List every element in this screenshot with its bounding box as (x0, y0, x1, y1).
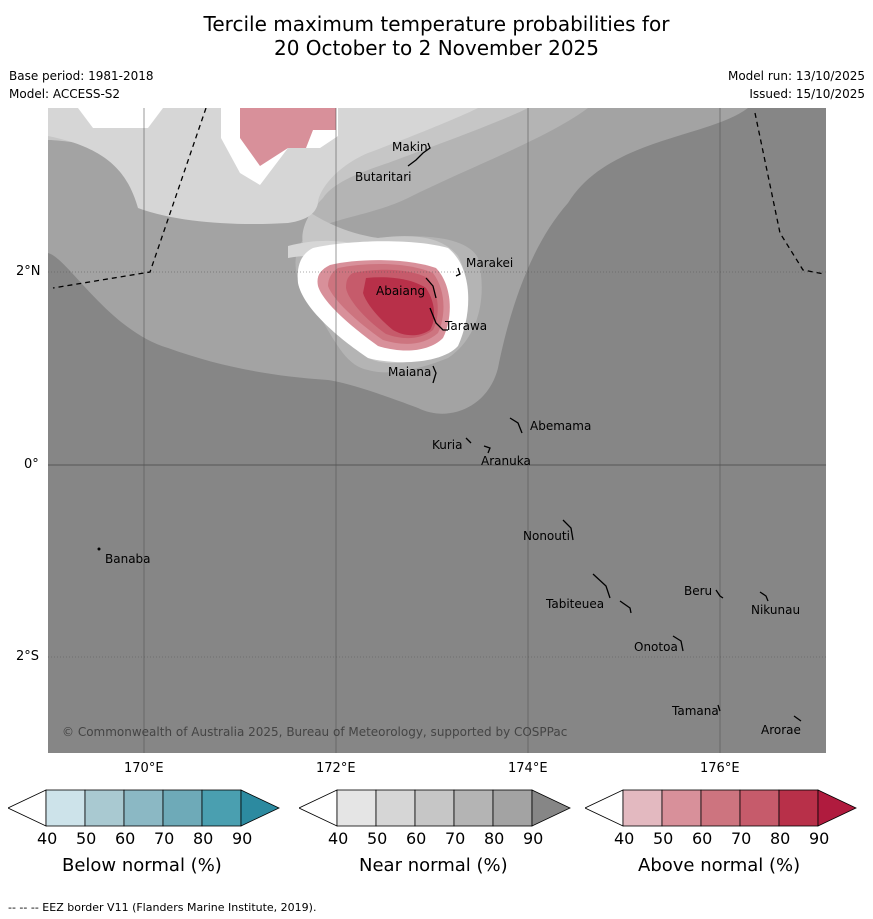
cb-near-seg-0 (298, 789, 338, 827)
cb-below-tick-90: 90 (232, 829, 253, 848)
cb-below-tick-50: 50 (76, 829, 97, 848)
label-banaba: Banaba (105, 552, 151, 566)
eez-border-west (52, 108, 207, 289)
issued-date: Issued: 15/10/2025 (749, 87, 865, 101)
cb-above-tick-50: 50 (653, 829, 674, 848)
cb-near-label: Near normal (%) (359, 855, 508, 876)
lon-label-174e: 174°E (508, 761, 548, 776)
label-maiana: Maiana (388, 365, 431, 379)
lat-label-2n: 2°N (16, 264, 41, 279)
cb-below-seg-3 (123, 789, 164, 827)
cb-near-tick-70: 70 (445, 829, 466, 848)
cb-above-tick-90: 90 (809, 829, 830, 848)
model-run: Model run: 13/10/2025 (727, 69, 865, 83)
colorbar-below-svg (7, 789, 280, 827)
lat-label-equator: 0° (24, 457, 39, 472)
label-tarawa: Tarawa (444, 319, 487, 333)
white-region-nw (78, 108, 163, 128)
cb-below-tick-40: 40 (37, 829, 58, 848)
map-title: Tercile maximum temperature probabilitie… (0, 12, 873, 60)
cb-above-seg-5 (778, 789, 819, 827)
cb-above-seg-3 (700, 789, 741, 827)
cb-above-seg-4 (739, 789, 780, 827)
island-outlines (407, 142, 802, 722)
cb-below-seg-6 (240, 789, 280, 827)
label-aranuka: Aranuka (481, 454, 531, 468)
cb-below-seg-1 (45, 789, 86, 827)
cb-near-seg-2 (375, 789, 416, 827)
base-period: Base period: 1981-2018 (9, 69, 154, 83)
label-marakei: Marakei (466, 256, 513, 270)
cb-near-tick-60: 60 (406, 829, 427, 848)
colorbar-above-normal (584, 789, 857, 831)
lon-label-170e: 170°E (124, 761, 164, 776)
cb-below-tick-80: 80 (193, 829, 214, 848)
copyright-notice: © Commonwealth of Australia 2025, Bureau… (62, 725, 568, 739)
cb-near-tick-90: 90 (523, 829, 544, 848)
colorbar-above-svg (584, 789, 857, 827)
lon-label-172e: 172°E (316, 761, 356, 776)
cb-above-label: Above normal (%) (638, 855, 801, 876)
cb-above-tick-70: 70 (731, 829, 752, 848)
cb-below-tick-60: 60 (115, 829, 136, 848)
cb-near-seg-5 (492, 789, 533, 827)
colorbar-near-normal (298, 789, 571, 831)
above-normal-80-region (363, 277, 435, 336)
cb-above-tick-60: 60 (692, 829, 713, 848)
lon-gridlines (143, 108, 721, 753)
probability-map: Makin Butaritari Marakei Abaiang Tarawa … (48, 108, 826, 753)
cb-below-seg-0 (7, 789, 47, 827)
cb-above-tick-80: 80 (770, 829, 791, 848)
lon-label-176e: 176°E (700, 761, 740, 776)
colorbar-near-svg (298, 789, 571, 827)
label-tamana: Tamana (671, 704, 719, 718)
cb-near-seg-6 (531, 789, 571, 827)
label-tabiteuea: Tabiteuea (545, 597, 604, 611)
cb-near-tick-40: 40 (328, 829, 349, 848)
cb-above-seg-1 (622, 789, 663, 827)
label-makin: Makin (392, 140, 428, 154)
eez-footnote: -- -- -- EEZ border V11 (Flanders Marine… (8, 901, 317, 914)
cb-above-seg-6 (817, 789, 857, 827)
label-arorae: Arorae (761, 723, 801, 737)
cb-near-seg-1 (336, 789, 377, 827)
cb-below-seg-5 (201, 789, 242, 827)
label-onotoa: Onotoa (634, 640, 678, 654)
cb-below-seg-2 (84, 789, 125, 827)
cb-below-label: Below normal (%) (62, 855, 222, 876)
label-nonouti: Nonouti (523, 529, 570, 543)
cb-below-seg-4 (162, 789, 203, 827)
banaba-island (97, 547, 101, 551)
cb-below-tick-70: 70 (154, 829, 175, 848)
eez-border-east (754, 112, 825, 275)
cb-above-tick-40: 40 (614, 829, 635, 848)
model-name: Model: ACCESS-S2 (9, 87, 121, 101)
label-beru: Beru (684, 584, 712, 598)
lat-label-2s: 2°S (16, 649, 40, 664)
title-line-1: Tercile maximum temperature probabilitie… (203, 12, 670, 36)
map-canvas: Makin Butaritari Marakei Abaiang Tarawa … (48, 108, 826, 753)
label-kuria: Kuria (432, 438, 463, 452)
above-normal-north-patch (240, 108, 336, 166)
cb-near-seg-3 (414, 789, 455, 827)
colorbar-below-normal (7, 789, 280, 831)
label-abaiang: Abaiang (376, 284, 425, 298)
cb-near-tick-50: 50 (367, 829, 388, 848)
label-abemama: Abemama (530, 419, 591, 433)
cb-above-seg-0 (584, 789, 624, 827)
cb-near-seg-4 (453, 789, 494, 827)
lat-gridlines (48, 271, 826, 658)
title-line-2: 20 October to 2 November 2025 (273, 36, 600, 60)
label-nikunau: Nikunau (751, 603, 800, 617)
label-butaritari: Butaritari (355, 170, 412, 184)
cb-near-tick-80: 80 (484, 829, 505, 848)
cb-above-seg-2 (661, 789, 702, 827)
